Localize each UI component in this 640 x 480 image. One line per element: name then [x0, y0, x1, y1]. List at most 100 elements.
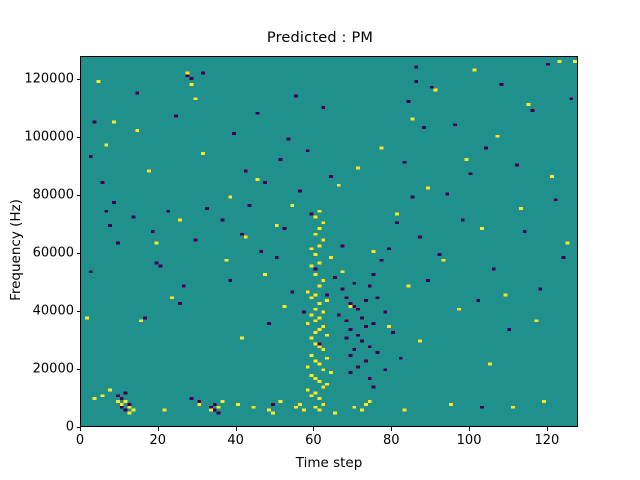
heatmap-cell-low: [197, 400, 202, 403]
heatmap-cell-high: [309, 264, 314, 268]
heatmap-cell-high: [146, 169, 151, 173]
heatmap-cell-high: [557, 59, 562, 63]
heatmap-cell-low: [336, 313, 341, 317]
heatmap-cell-low: [232, 131, 236, 135]
heatmap-cell-low: [193, 238, 198, 242]
heatmap-cell-low: [398, 356, 403, 360]
heatmap-cell-high: [329, 371, 333, 375]
heatmap-axes: [80, 56, 578, 427]
x-tick-label: 0: [75, 433, 85, 448]
heatmap-cell-low: [239, 232, 244, 236]
heatmap-cell-high: [418, 339, 422, 343]
heatmap-cell-high: [305, 290, 310, 294]
heatmap-cell-low: [344, 336, 349, 340]
heatmap-cell-high: [402, 408, 407, 412]
heatmap-cell-high: [100, 394, 105, 398]
heatmap-cell-high: [565, 241, 570, 245]
heatmap-cell-low: [379, 258, 384, 262]
heatmap-cell-low: [166, 209, 171, 213]
heatmap-cell-low: [363, 359, 368, 363]
heatmap-cell-high: [313, 405, 318, 409]
heatmap-cell-low: [383, 310, 388, 314]
heatmap-cell-low: [387, 247, 391, 251]
heatmap-cell-high: [449, 402, 453, 406]
y-tick-label: 60000: [32, 245, 74, 261]
heatmap-cell-high: [371, 250, 376, 254]
heatmap-cell-low: [294, 94, 298, 98]
heatmap-cell-low: [515, 163, 519, 167]
heatmap-cell-high: [115, 400, 120, 403]
heatmap-cell-high: [495, 134, 500, 138]
heatmap-cell-high: [360, 408, 364, 412]
heatmap-cell-low: [530, 108, 535, 112]
heatmap-cell-high: [394, 212, 399, 216]
heatmap-cell-high: [321, 325, 326, 328]
x-axis-label: Time step: [295, 455, 363, 471]
heatmap-cell-high: [534, 319, 539, 323]
heatmap-cell-high: [336, 183, 341, 187]
heatmap-cell-low: [115, 394, 120, 398]
heatmap-cell-high: [263, 273, 267, 277]
heatmap-cell-low: [348, 353, 353, 357]
heatmap-cell-high: [317, 362, 322, 366]
heatmap-cell-low: [507, 327, 512, 331]
heatmap-cell-low: [491, 267, 496, 271]
heatmap-cell-low: [108, 224, 112, 228]
heatmap-cell-low: [212, 408, 217, 412]
heatmap-cell-low: [189, 397, 194, 401]
heatmap-cell-low: [259, 250, 264, 254]
heatmap-cell-high: [321, 348, 326, 352]
heatmap-cell-high: [313, 307, 318, 311]
heatmap-cell-low: [181, 284, 186, 288]
heatmap-cell-high: [542, 400, 546, 403]
heatmap-cell-low: [352, 304, 357, 308]
heatmap-cell-low: [317, 342, 322, 346]
heatmap-cell-high: [518, 206, 523, 210]
heatmap-cell-low: [414, 80, 419, 83]
heatmap-cell-low: [88, 270, 93, 274]
heatmap-cell-high: [317, 244, 322, 248]
heatmap-cell-low: [340, 244, 345, 248]
heatmap-cell-high: [243, 235, 248, 239]
heatmap-cell-high: [464, 157, 469, 161]
heatmap-cell-low: [243, 169, 248, 173]
heatmap-cell-low: [290, 290, 295, 294]
heatmap-cell-low: [348, 302, 353, 305]
heatmap-cell-high: [332, 411, 337, 415]
heatmap-cell-high: [251, 405, 256, 409]
heatmap-cell-high: [305, 365, 310, 369]
heatmap-cell-high: [433, 88, 438, 92]
heatmap-cell-low: [367, 345, 372, 349]
heatmap-cell-high: [321, 402, 326, 406]
heatmap-cell-low: [115, 241, 120, 245]
heatmap-cell-high: [526, 103, 531, 107]
heatmap-cell-low: [216, 411, 221, 415]
heatmap-cell-high: [278, 400, 283, 403]
y-tick-label: 80000: [32, 187, 74, 203]
heatmap-cell-low: [185, 74, 190, 78]
x-tick-mark: [235, 427, 237, 431]
heatmap-cell-high: [131, 408, 136, 412]
x-tick-mark: [313, 427, 315, 431]
heatmap-cell-low: [309, 212, 314, 216]
heatmap-cell-high: [177, 218, 182, 222]
heatmap-cell-high: [441, 258, 446, 262]
heatmap-image: [84, 59, 577, 415]
heatmap-cell-low: [255, 111, 260, 115]
heatmap-cell-low: [321, 106, 326, 109]
heatmap-cell-low: [453, 123, 457, 127]
y-tick-mark: [76, 311, 80, 313]
heatmap-cell-high: [313, 391, 318, 395]
heatmap-cell-high: [317, 302, 322, 305]
heatmap-cell-high: [127, 411, 132, 415]
y-tick-mark: [76, 137, 80, 139]
heatmap-cell-high: [387, 325, 391, 328]
heatmap-cell-high: [573, 59, 577, 63]
heatmap-cell-high: [197, 402, 202, 406]
heatmap-cell-high: [317, 327, 322, 331]
heatmap-cell-high: [480, 227, 484, 230]
x-tick-label: 40: [227, 433, 244, 448]
heatmap-cell-high: [487, 362, 492, 366]
heatmap-cell-high: [170, 296, 174, 300]
heatmap-cell-high: [270, 411, 275, 415]
